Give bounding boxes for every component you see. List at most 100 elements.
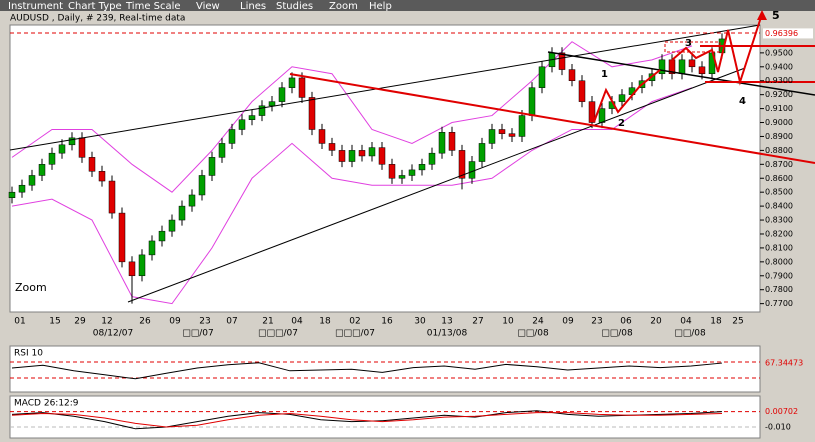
wave-label: 3 xyxy=(685,38,692,49)
candle-body xyxy=(158,230,166,242)
menu-item[interactable]: Help xyxy=(369,1,392,12)
candle-body xyxy=(518,115,526,137)
y-tick-label: 0.8700 xyxy=(765,160,793,169)
candle-body xyxy=(528,87,536,116)
y-tick-label: 0.8400 xyxy=(765,202,793,211)
x-tick-label: 01 xyxy=(14,317,25,327)
candle-body xyxy=(478,143,486,162)
candle-body xyxy=(498,129,506,134)
candle-body xyxy=(78,137,86,158)
y-tick-label: 0.8800 xyxy=(765,146,793,155)
candle-body xyxy=(288,77,296,88)
last-price-label: 0.96396 xyxy=(765,29,798,38)
menu-item[interactable]: Studies xyxy=(276,1,313,12)
y-tick-label: 0.9300 xyxy=(765,76,793,85)
macd-title: MACD 26:12:9 xyxy=(14,399,79,409)
bollinger-band xyxy=(11,41,693,193)
x-tick-label: 10 xyxy=(502,317,514,327)
candle-body xyxy=(38,164,46,176)
x-tick-label: 06 xyxy=(620,317,632,327)
projection-arrow xyxy=(671,13,763,86)
x-tick-label: 20 xyxy=(650,317,662,327)
y-tick-label: 0.8300 xyxy=(765,216,793,225)
x-tick-label: 09 xyxy=(562,317,574,327)
candle-body xyxy=(568,69,576,81)
x-tick-label: 04 xyxy=(291,317,303,327)
y-tick-label: 0.7800 xyxy=(765,285,793,294)
candle-body xyxy=(88,157,96,172)
candle-body xyxy=(358,150,366,157)
trendline xyxy=(547,51,815,96)
wave-label: 4 xyxy=(739,96,746,107)
y-tick-label: 0.8100 xyxy=(765,243,793,252)
candle-body xyxy=(448,132,456,151)
candle-body xyxy=(178,205,186,221)
candle-body xyxy=(228,129,236,144)
chart-title: AUDUSD , Daily, # 239, Real-time data xyxy=(10,14,185,24)
menu-item[interactable]: Lines xyxy=(240,1,266,12)
y-tick-label: 0.9100 xyxy=(765,104,793,113)
y-tick-label: 0.9200 xyxy=(765,90,793,99)
x-tick-label: 18 xyxy=(710,317,722,327)
rsi-panel xyxy=(9,345,761,393)
menu-item[interactable]: Time Scale xyxy=(125,1,181,12)
candle-body xyxy=(388,164,396,179)
candle-body xyxy=(508,133,516,137)
candle-body xyxy=(658,59,666,75)
candle-body xyxy=(188,194,196,207)
macd-line xyxy=(11,412,723,428)
x-tick-label: 30 xyxy=(414,317,426,327)
menu-item[interactable]: Zoom xyxy=(329,1,358,12)
arrow-head xyxy=(757,10,767,20)
y-tick-label: 0.8000 xyxy=(765,257,793,266)
candle-body xyxy=(458,150,466,179)
candle-body xyxy=(68,137,76,146)
candle-body xyxy=(688,59,696,68)
x-tick-label: 25 xyxy=(732,317,743,327)
trendline xyxy=(127,67,746,303)
x-tick-label: 29 xyxy=(74,317,86,327)
x-tick-label: 23 xyxy=(199,317,210,327)
bollinger-band xyxy=(11,87,693,305)
candle-body xyxy=(558,52,566,70)
menu-item[interactable]: Instrument xyxy=(8,1,63,12)
menu-item[interactable]: View xyxy=(196,1,220,12)
candle-body xyxy=(298,77,306,98)
candle-body xyxy=(538,66,546,88)
candle-body xyxy=(168,219,176,232)
candle-body xyxy=(378,147,386,165)
zoom-label: Zoom xyxy=(15,281,47,294)
x-tick-label: 13 xyxy=(441,317,452,327)
candle-body xyxy=(18,184,26,193)
channel-line xyxy=(289,73,815,164)
wave-label: 1 xyxy=(601,69,608,80)
y-tick-label: 0.7900 xyxy=(765,271,793,280)
x-date-label: 08/12/07 xyxy=(93,329,133,339)
candle-body xyxy=(398,175,406,179)
candle-body xyxy=(98,171,106,182)
candle-body xyxy=(338,150,346,162)
candle-body xyxy=(108,180,116,214)
candle-body xyxy=(148,240,156,256)
candle-body xyxy=(278,87,286,102)
x-tick-label: 26 xyxy=(139,317,151,327)
candle-body xyxy=(408,169,416,176)
x-date-label: □□/08 xyxy=(674,329,706,339)
x-tick-label: 07 xyxy=(226,317,237,327)
x-tick-label: 09 xyxy=(169,317,181,327)
candle-body xyxy=(468,161,476,179)
x-date-label: □□/08 xyxy=(517,329,549,339)
candle-body xyxy=(258,105,266,116)
candle-body xyxy=(248,115,256,120)
y-tick-label: 0.9500 xyxy=(765,48,793,57)
menu-item[interactable]: Chart Type xyxy=(68,1,122,12)
candle-body xyxy=(678,59,686,75)
rsi-value-label: 67.34473 xyxy=(765,359,803,368)
x-tick-label: 21 xyxy=(262,317,273,327)
x-date-label: □□□/07 xyxy=(335,329,375,339)
macd-tick-label: -0.010 xyxy=(765,423,791,432)
candle-body xyxy=(588,101,596,123)
candle-body xyxy=(238,119,246,130)
x-tick-label: 04 xyxy=(680,317,692,327)
